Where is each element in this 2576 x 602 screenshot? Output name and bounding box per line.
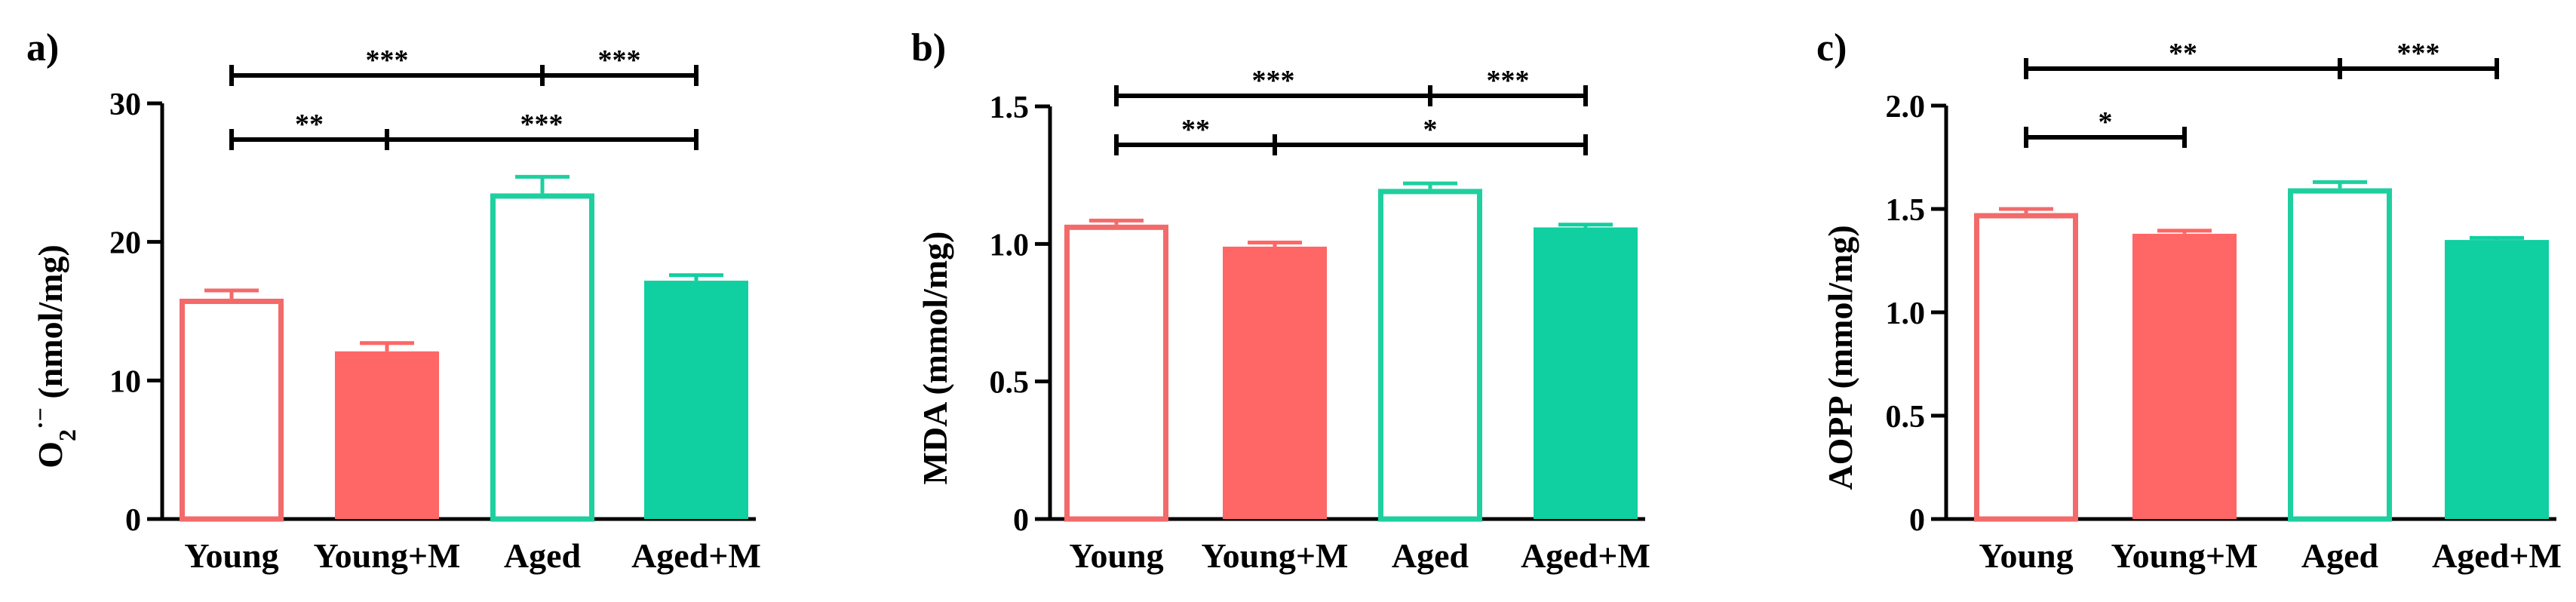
significance-label: *** — [1252, 65, 1295, 97]
y-tick-label: 2.0 — [1886, 90, 1926, 124]
y-tick-label: 1.5 — [990, 91, 1030, 125]
y-tick-label: 1.0 — [990, 228, 1030, 263]
bar — [490, 193, 594, 522]
significance-label: ** — [2169, 38, 2197, 69]
category-label: Young+M — [1202, 536, 1349, 575]
significance-label: *** — [520, 109, 563, 140]
panel-1: a) O2·− (nmol/mg) 0 10 20 30 Young Young+M Aged A… — [26, 26, 761, 575]
bar — [2288, 188, 2392, 522]
bar — [2445, 240, 2549, 519]
significance-label: *** — [1487, 65, 1530, 97]
category-label: Young — [1069, 536, 1163, 575]
category-label: Aged+M — [631, 536, 761, 575]
panel-3: c) AOPP (mmol/mg) 0 0.5 1.0 1.5 2.0 Young Young+… — [1816, 26, 2562, 575]
category-label: Aged — [1392, 536, 1469, 575]
significance-label: ** — [295, 109, 324, 140]
category-label: Aged+M — [1521, 536, 1650, 575]
significance-label: *** — [2397, 38, 2440, 69]
y-tick-label: 0.5 — [990, 366, 1030, 401]
bar — [335, 351, 439, 519]
category-label: Young+M — [314, 536, 461, 575]
y-tick-label: 0 — [1909, 503, 1925, 538]
panel-letter: b) — [911, 26, 946, 69]
significance-label: *** — [598, 45, 641, 76]
y-axis-label-unit: (nmol/mg) — [31, 244, 69, 407]
bar — [1064, 224, 1168, 522]
category-label: Young+M — [2111, 536, 2258, 575]
y-axis-label: O2·− (nmol/mg) — [26, 244, 81, 468]
significance-label: ** — [1181, 114, 1210, 146]
panel-letter: a) — [26, 26, 59, 69]
significance-label: * — [2099, 106, 2113, 138]
category-label: Young — [1979, 536, 2073, 575]
y-tick-label: 20 — [109, 226, 141, 261]
y-axis-label-main: O — [31, 441, 69, 468]
y-axis-label-sub: 2 — [54, 429, 81, 441]
bar — [1974, 213, 2078, 522]
bar — [180, 298, 284, 522]
bar — [1378, 189, 1482, 522]
bar — [2132, 233, 2237, 519]
category-label: Aged — [504, 536, 582, 575]
bar — [1223, 246, 1327, 519]
y-tick-label: 10 — [109, 364, 141, 399]
bar — [644, 281, 748, 519]
panel-letter: c) — [1816, 26, 1847, 69]
category-label: Young — [184, 536, 278, 575]
y-tick-label: 1.5 — [1886, 193, 1926, 228]
y-tick-label: 0 — [1013, 503, 1029, 538]
y-axis-label: AOPP (mmol/mg) — [1821, 225, 1859, 490]
y-tick-label: 1.0 — [1886, 296, 1926, 331]
category-label: Aged — [2301, 536, 2379, 575]
panel-2: b) MDA (mmol/mg) 0 0.5 1.0 1.5 Young Young+M Age… — [911, 26, 1650, 575]
y-axis-label: MDA (mmol/mg) — [916, 232, 954, 485]
y-tick-label: 30 — [109, 88, 141, 122]
y-tick-label: 0.5 — [1886, 400, 1926, 435]
significance-label: * — [1423, 114, 1438, 146]
y-tick-label: 0 — [125, 503, 141, 538]
category-label: Aged+M — [2432, 536, 2562, 575]
significance-label: *** — [366, 45, 409, 76]
bar — [1534, 227, 1638, 519]
y-axis-label-sup: ·− — [26, 407, 54, 429]
